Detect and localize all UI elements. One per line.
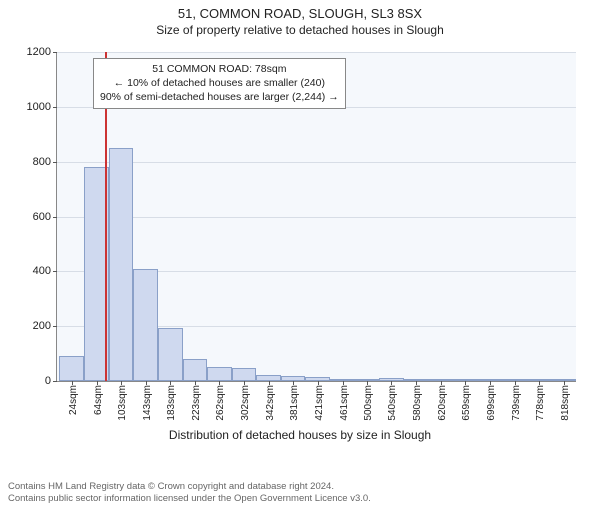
y-tick-mark [53, 52, 57, 53]
legend-box: 51 COMMON ROAD: 78sqm ← 10% of detached … [93, 58, 346, 109]
chart-container: Number of detached properties 0200400600… [0, 44, 600, 462]
gridline [57, 162, 576, 163]
page-subtitle: Size of property relative to detached ho… [0, 23, 600, 37]
page-title: 51, COMMON ROAD, SLOUGH, SL3 8SX [0, 6, 600, 21]
y-tick-label: 600 [33, 211, 51, 223]
x-axis-label: Distribution of detached houses by size … [0, 428, 600, 442]
x-tick-label: 540sqm [387, 385, 398, 421]
caption-line-2: Contains public sector information licen… [8, 493, 592, 504]
histogram-bar [109, 148, 133, 381]
x-tick-label: 659sqm [461, 385, 472, 421]
y-tick-mark [53, 271, 57, 272]
legend-line-3: 90% of semi-detached houses are larger (… [100, 90, 339, 104]
y-tick-label: 1000 [27, 101, 51, 113]
x-tick-label: 500sqm [363, 385, 374, 421]
y-tick-label: 400 [33, 265, 51, 277]
y-tick-label: 200 [33, 320, 51, 332]
plot-area: 02004006008001000120024sqm64sqm103sqm143… [56, 52, 576, 382]
y-tick-mark [53, 381, 57, 382]
x-tick-label: 183sqm [166, 385, 177, 421]
x-tick-label: 223sqm [191, 385, 202, 421]
y-tick-mark [53, 107, 57, 108]
gridline [57, 217, 576, 218]
y-tick-label: 1200 [27, 46, 51, 58]
x-tick-label: 461sqm [339, 385, 350, 421]
y-tick-mark [53, 217, 57, 218]
y-tick-mark [53, 162, 57, 163]
x-tick-label: 103sqm [117, 385, 128, 421]
histogram-bar [59, 356, 84, 381]
gridline [57, 52, 576, 53]
x-tick-label: 302sqm [240, 385, 251, 421]
x-tick-label: 778sqm [535, 385, 546, 421]
x-tick-label: 818sqm [560, 385, 571, 421]
histogram-bar [207, 367, 232, 381]
histogram-bar [133, 269, 158, 381]
histogram-bar [183, 359, 207, 381]
x-tick-label: 64sqm [93, 385, 104, 415]
x-tick-label: 580sqm [412, 385, 423, 421]
x-tick-label: 620sqm [437, 385, 448, 421]
x-tick-label: 143sqm [142, 385, 153, 421]
y-tick-label: 0 [45, 375, 51, 387]
legend-line-2: ← 10% of detached houses are smaller (24… [100, 76, 339, 90]
histogram-bar [232, 368, 257, 381]
caption-line-1: Contains HM Land Registry data © Crown c… [8, 481, 592, 492]
y-tick-mark [53, 326, 57, 327]
x-tick-label: 342sqm [265, 385, 276, 421]
x-tick-label: 699sqm [486, 385, 497, 421]
x-tick-label: 739sqm [511, 385, 522, 421]
histogram-bar [158, 328, 183, 381]
x-tick-label: 24sqm [68, 385, 79, 415]
x-tick-label: 262sqm [215, 385, 226, 421]
y-tick-label: 800 [33, 156, 51, 168]
x-tick-label: 381sqm [289, 385, 300, 421]
caption: Contains HM Land Registry data © Crown c… [8, 481, 592, 504]
x-tick-label: 421sqm [314, 385, 325, 421]
legend-line-1: 51 COMMON ROAD: 78sqm [100, 62, 339, 76]
